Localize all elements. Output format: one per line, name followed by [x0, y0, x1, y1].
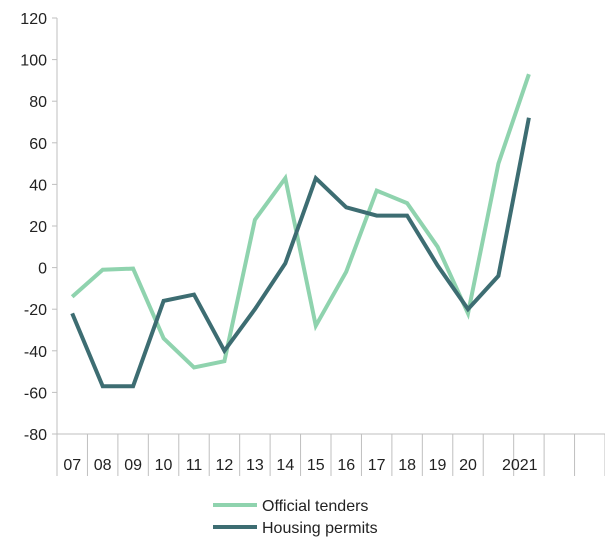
- x-tick-label: 10: [155, 457, 173, 474]
- x-tick-label: 12: [216, 457, 234, 474]
- y-tick-label: -60: [24, 385, 47, 402]
- y-axis: 120 100 80 60 40 20 0 -20 -40 -60 -80: [20, 11, 58, 444]
- x-tick-label: 2021: [502, 457, 538, 474]
- y-tick-label: -80: [24, 427, 47, 444]
- series-line-official-tenders: [70, 73, 531, 370]
- legend-label: Official tenders: [262, 498, 368, 515]
- y-tick-label: 80: [29, 94, 47, 111]
- y-tick-label: 100: [20, 53, 47, 70]
- x-tick-label: 19: [429, 457, 447, 474]
- x-tick-label: 18: [398, 457, 416, 474]
- x-tick-label: 13: [246, 457, 264, 474]
- x-axis: 07 08 09 10 11 12 13 14 15 16 17 18 19 20 2021: [56, 433, 605, 476]
- legend-label: Housing permits: [262, 520, 378, 537]
- x-tick-label: 16: [337, 457, 355, 474]
- y-tick-label: 20: [29, 219, 47, 236]
- x-tick-label: 07: [63, 457, 81, 474]
- x-tick-label: 20: [459, 457, 477, 474]
- y-tick-label: -20: [24, 302, 47, 319]
- y-tick-label: 60: [29, 136, 47, 153]
- y-tick-label: 40: [29, 177, 47, 194]
- y-tick-label: 0: [38, 261, 47, 278]
- series-line-housing-permits: [70, 117, 531, 389]
- x-tick-label: 17: [368, 457, 386, 474]
- x-tick-label: 11: [186, 457, 203, 474]
- x-tick-label: 08: [94, 457, 112, 474]
- series-lines: [70, 73, 531, 389]
- y-tick-label: -40: [24, 344, 47, 361]
- legend: Official tenders Housing permits: [213, 498, 378, 537]
- x-tick-label: 15: [307, 457, 325, 474]
- x-tick-label: 09: [124, 457, 142, 474]
- x-tick-label: 14: [276, 457, 294, 474]
- y-tick-label: 120: [20, 11, 47, 28]
